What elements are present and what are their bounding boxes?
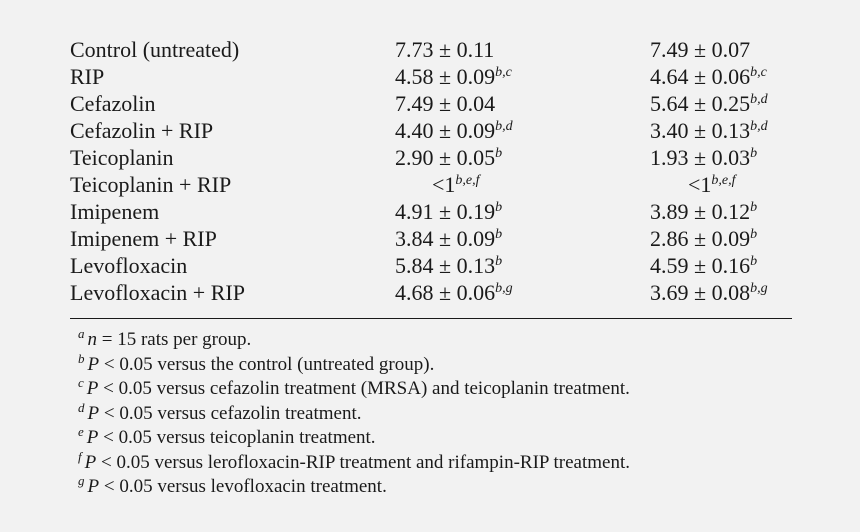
value-column-1: 7.49 ± 0.04 (395, 91, 496, 116)
table-row: Imipenem 4.91 ± 0.19b 3.89 ± 0.12b (70, 198, 792, 225)
row-label: Cefazolin + RIP (70, 118, 214, 143)
value-column-2: 1.93 ± 0.03b (650, 145, 758, 170)
row-label: Control (untreated) (70, 37, 240, 62)
value-column-2: 4.64 ± 0.06b,c (650, 64, 767, 89)
footnote-mark: c (78, 375, 84, 390)
footnote-mark: b (78, 350, 85, 366)
value-column-2: 2.86 ± 0.09b (650, 226, 758, 251)
table-row: Teicoplanin + RIP <1b,e,f <1b,e,f (70, 171, 792, 198)
value-column-2: 5.64 ± 0.25b,d (650, 91, 768, 116)
table-row: Cefazolin + RIP 4.40 ± 0.09b,d 3.40 ± 0.… (70, 117, 792, 144)
footnote-mark: e (78, 424, 84, 439)
table-row: Imipenem + RIP 3.84 ± 0.09b 2.86 ± 0.09b (70, 225, 792, 252)
value-column-1: 5.84 ± 0.13b (395, 253, 503, 278)
row-label: Levofloxacin (70, 253, 188, 278)
row-label: RIP (70, 64, 105, 89)
row-label: Teicoplanin (70, 145, 174, 170)
value-column-1: 3.84 ± 0.09b (395, 226, 503, 251)
value-column-1: 4.91 ± 0.19b (395, 199, 503, 224)
value-column-2: 3.69 ± 0.08b,g (650, 280, 768, 305)
value-column-1: <1b,e,f (432, 172, 480, 197)
value-column-1: 2.90 ± 0.05b (395, 145, 503, 170)
table-bottom-rule (70, 318, 792, 319)
table-row: Teicoplanin 2.90 ± 0.05b 1.93 ± 0.03b (70, 144, 792, 171)
value-column-1: 4.40 ± 0.09b,d (395, 118, 513, 143)
value-column-2: 3.89 ± 0.12b (650, 199, 758, 224)
value-column-1: 4.58 ± 0.09b,c (395, 64, 512, 89)
footnote-mark: f (78, 448, 82, 464)
table-row: Levofloxacin + RIP 4.68 ± 0.06b,g 3.69 ±… (70, 279, 792, 306)
results-table: Control (untreated) 7.73 ± 0.11 7.49 ± 0… (70, 36, 792, 306)
table-row: Control (untreated) 7.73 ± 0.11 7.49 ± 0… (70, 36, 792, 63)
table-row: Levofloxacin 5.84 ± 0.13b 4.59 ± 0.16b (70, 252, 792, 279)
row-label: Cefazolin (70, 91, 156, 116)
value-column-1: 4.68 ± 0.06b,g (395, 280, 513, 305)
footnote-mark: d (78, 399, 85, 415)
row-label: Imipenem (70, 199, 160, 224)
footnote-mark: a (78, 326, 85, 341)
table-row: RIP 4.58 ± 0.09b,c 4.64 ± 0.06b,c (70, 63, 792, 90)
row-label: Teicoplanin + RIP (70, 172, 232, 197)
row-label: Levofloxacin + RIP (70, 280, 245, 305)
value-column-2: <1b,e,f (688, 172, 736, 197)
table-row: Cefazolin 7.49 ± 0.04 5.64 ± 0.25b,d (70, 90, 792, 117)
footnote-mark: g (78, 473, 85, 488)
row-label: Imipenem + RIP (70, 226, 217, 251)
value-column-2: 7.49 ± 0.07 (650, 37, 751, 62)
value-column-1: 7.73 ± 0.11 (395, 37, 495, 62)
value-column-2: 3.40 ± 0.13b,d (650, 118, 768, 143)
value-column-2: 4.59 ± 0.16b (650, 253, 758, 278)
